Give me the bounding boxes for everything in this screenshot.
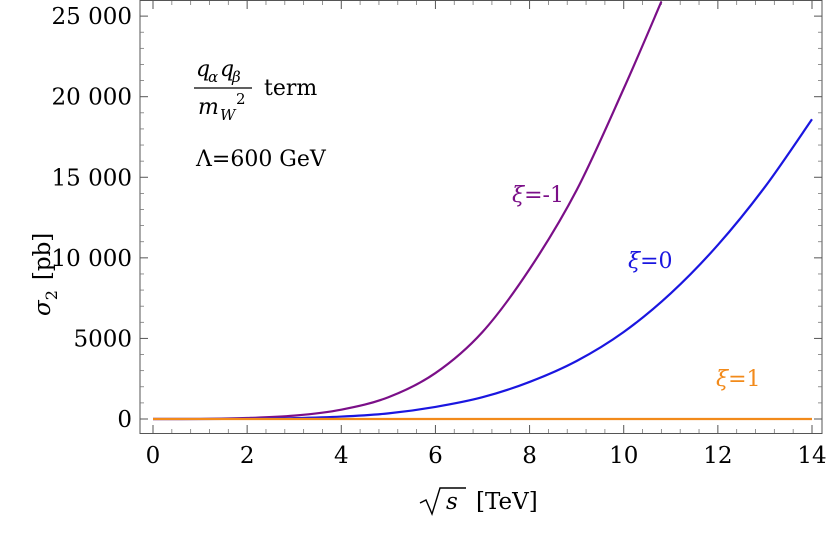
x-tick-label: 14 [797, 443, 826, 469]
svg-text:σ2[pb]: σ2 [pb] [30, 233, 61, 316]
plot-border [139, 0, 823, 434]
series-label-xi-minus-1: ξ=-1 [512, 183, 564, 208]
series-label-xi-0: ξ=0 [628, 249, 673, 274]
term-den-sup: 2 [236, 90, 246, 108]
axis-ticks: 0 2 4 6 8 10 12 14 0 5000 10 000 15 000 20 000 25 000 [52, 1, 827, 469]
sqrt-sign [419, 487, 466, 517]
x-tick-label: 4 [334, 443, 349, 469]
term-suffix: term [264, 76, 317, 101]
x-tick-label: 0 [146, 443, 161, 469]
y-tick-label: 5000 [73, 326, 132, 352]
series-lines [152, 1, 813, 421]
y-tick-label: 20 000 [52, 85, 132, 111]
term-den-sub: W [220, 106, 237, 124]
x-axis-symbol: s [446, 489, 458, 515]
x-tick-label: 12 [703, 443, 732, 469]
lambda-annotation: Λ=600 GeV [195, 147, 327, 172]
y-tick-label: 10 000 [52, 246, 132, 272]
y-axis-unit: [pb] [30, 233, 56, 280]
y-axis-subscript: 2 [42, 290, 61, 300]
term-num-q1: q [196, 57, 210, 82]
term-num-sub1: α [208, 68, 218, 86]
y-tick-label: 25 000 [52, 4, 132, 30]
x-axis-title: s [TeV] [419, 487, 538, 517]
term-den-m: m [198, 95, 219, 120]
x-tick-label: 8 [522, 443, 537, 469]
term-annotation: q α q β m W 2 term [194, 57, 317, 124]
x-axis-unit: [TeV] [476, 489, 538, 515]
plot-frame [139, 0, 823, 434]
term-num-sub2: β [231, 68, 241, 86]
x-tick-label: 6 [428, 443, 443, 469]
x-tick-label: 10 [609, 443, 638, 469]
series-label-xi-1: ξ=1 [716, 367, 761, 392]
y-tick-label: 0 [117, 407, 132, 433]
y-axis-title: σ2 [pb] [30, 233, 61, 316]
x-tick-label: 2 [240, 443, 255, 469]
y-axis-symbol: σ [30, 299, 56, 316]
term-num-q2: q [220, 57, 234, 82]
y-tick-label: 15 000 [52, 165, 132, 191]
